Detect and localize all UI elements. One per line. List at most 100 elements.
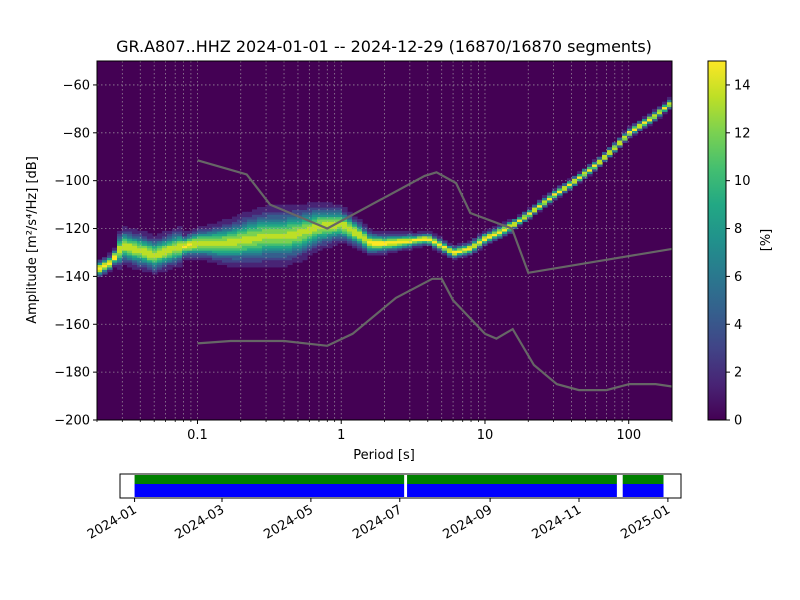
heatmap-cell	[117, 245, 123, 249]
heatmap-cell	[327, 242, 333, 246]
heatmap-cell	[142, 262, 148, 266]
heatmap-cell	[142, 266, 148, 270]
heatmap-cell	[237, 252, 243, 256]
heatmap-cell	[262, 245, 268, 249]
heatmap-cell	[152, 271, 158, 275]
heatmap-cell	[232, 247, 238, 251]
heatmap-cell	[267, 247, 273, 251]
heatmap-cell	[252, 214, 258, 218]
heatmap-cell	[327, 235, 333, 239]
heatmap-cell	[147, 250, 153, 254]
heatmap-cell	[267, 245, 273, 249]
heatmap-cell	[107, 262, 113, 266]
heatmap-cell	[647, 116, 653, 120]
heatmap-cell	[257, 245, 263, 249]
heatmap-cell	[557, 192, 563, 196]
heatmap-cell	[177, 242, 183, 246]
heatmap-cell	[167, 242, 173, 246]
heatmap-cell	[397, 235, 403, 239]
heatmap-cell	[207, 242, 213, 246]
heatmap-cell	[612, 147, 618, 151]
heatmap-cell	[177, 250, 183, 254]
heatmap-cell	[272, 257, 278, 261]
heatmap-cell	[312, 238, 318, 242]
heatmap-cell	[342, 214, 348, 218]
heatmap-cell	[352, 218, 358, 222]
heatmap-cell	[602, 159, 608, 163]
heatmap-cell	[272, 221, 278, 225]
heatmap-cell	[382, 238, 388, 242]
heatmap-cell	[477, 245, 483, 249]
heatmap-cell	[372, 252, 378, 256]
heatmap-cell	[207, 247, 213, 251]
heatmap-cell	[362, 238, 368, 242]
heatmap-cell	[222, 250, 228, 254]
heatmap-cell	[152, 259, 158, 263]
heatmap-cell	[252, 252, 258, 256]
heatmap-cell	[132, 228, 138, 232]
y-tick-label: −180	[54, 366, 90, 381]
heatmap-cell	[232, 226, 238, 230]
heatmap-cell	[287, 257, 293, 261]
y-axis-ticks: −200 −180 −160 −140 −120 −100 −80 −60	[54, 78, 97, 429]
heatmap-cell	[102, 264, 108, 268]
heatmap-cell	[172, 242, 178, 246]
heatmap-cell	[472, 240, 478, 244]
heatmap-cell	[177, 264, 183, 268]
heatmap-cell	[402, 235, 408, 239]
heatmap-cell	[232, 262, 238, 266]
heatmap-cell	[282, 252, 288, 256]
heatmap-cell	[122, 240, 128, 244]
heatmap-cell	[147, 238, 153, 242]
heatmap-cell	[487, 240, 493, 244]
heatmap-cell	[447, 247, 453, 251]
heatmap-cell	[287, 209, 293, 213]
heatmap-cell	[352, 230, 358, 234]
heatmap-cell	[357, 226, 363, 230]
heatmap-cell	[262, 257, 268, 261]
heatmap-cell	[357, 240, 363, 244]
heatmap-cell	[402, 245, 408, 249]
heatmap-cell	[357, 247, 363, 251]
heatmap-cell	[142, 230, 148, 234]
heatmap-cell	[162, 254, 168, 258]
date-tick-label: 2024-03	[172, 502, 227, 542]
heatmap-cell	[297, 242, 303, 246]
heatmap-cell	[567, 183, 573, 187]
heatmap-cell	[232, 216, 238, 220]
heatmap-cell	[372, 230, 378, 234]
heatmap-cell	[247, 247, 253, 251]
heatmap-cell	[532, 206, 538, 210]
heatmap-cell	[307, 226, 313, 230]
heatmap-cell	[297, 233, 303, 237]
heatmap-cell	[167, 259, 173, 263]
heatmap-cell	[132, 266, 138, 270]
heatmap-cell	[197, 233, 203, 237]
heatmap-cell	[472, 247, 478, 251]
heatmap-cell	[277, 211, 283, 215]
heatmap-cell	[392, 233, 398, 237]
heatmap-cell	[147, 254, 153, 258]
heatmap-cell	[417, 245, 423, 249]
heatmap-cell	[202, 230, 208, 234]
heatmap-cell	[522, 218, 528, 222]
heatmap-cell	[657, 116, 663, 120]
date-tick-label: 2024-07	[350, 502, 405, 542]
heatmap-cell	[397, 247, 403, 251]
heatmap-cell	[132, 238, 138, 242]
heatmap-cell	[617, 139, 623, 143]
heatmap-cell	[522, 216, 528, 220]
heatmap-cell	[257, 238, 263, 242]
heatmap-cell	[242, 230, 248, 234]
heatmap-cell	[117, 257, 123, 261]
heatmap-cell	[332, 214, 338, 218]
heatmap-cell	[107, 269, 113, 273]
heatmap-cell	[247, 221, 253, 225]
heatmap-cell	[527, 206, 533, 210]
heatmap-cell	[142, 257, 148, 261]
heatmap-cell	[127, 240, 133, 244]
heatmap-cell	[337, 218, 343, 222]
heatmap-cell	[147, 233, 153, 237]
heatmap-cell	[257, 233, 263, 237]
heatmap-cell	[247, 242, 253, 246]
